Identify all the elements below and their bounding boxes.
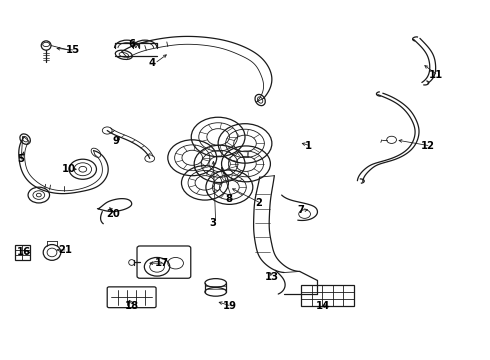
Text: 6: 6: [128, 39, 135, 49]
Text: 16: 16: [17, 247, 31, 257]
Text: 3: 3: [210, 218, 217, 228]
Text: 1: 1: [305, 141, 312, 151]
Text: 14: 14: [316, 301, 330, 311]
Text: 21: 21: [58, 245, 72, 255]
Text: 5: 5: [17, 154, 24, 164]
Text: 15: 15: [66, 45, 80, 55]
Text: 19: 19: [222, 301, 236, 311]
Text: 10: 10: [62, 164, 76, 174]
Text: 2: 2: [255, 198, 262, 208]
Text: 18: 18: [124, 301, 139, 311]
Text: 7: 7: [298, 206, 305, 216]
Text: 17: 17: [155, 258, 169, 268]
Text: 11: 11: [428, 70, 442, 80]
Text: 8: 8: [226, 194, 233, 204]
Text: 20: 20: [106, 209, 120, 219]
Text: 9: 9: [112, 136, 119, 145]
Text: 13: 13: [265, 272, 279, 282]
Text: 12: 12: [421, 141, 435, 151]
Text: 4: 4: [148, 58, 156, 68]
